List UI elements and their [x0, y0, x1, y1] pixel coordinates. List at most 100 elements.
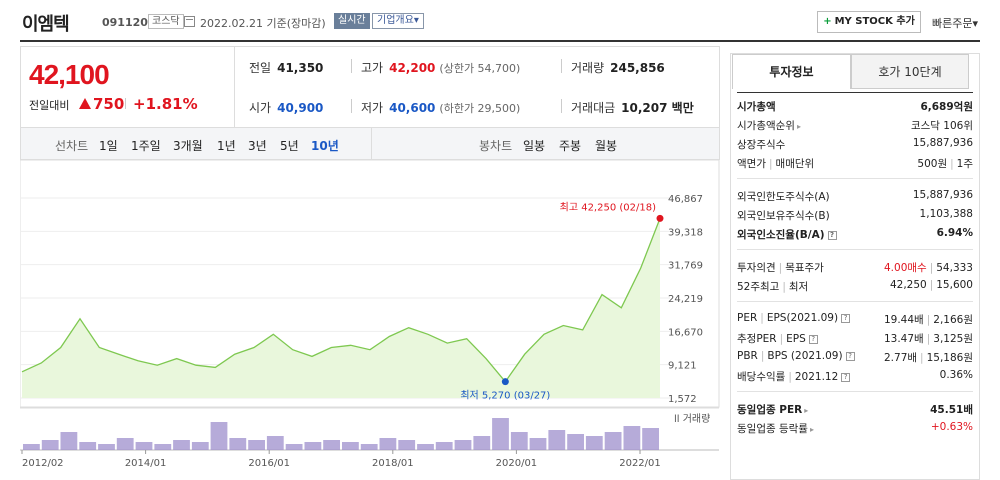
eps-value: 2,166원 [933, 314, 973, 326]
stock-header: 이엠텍 091120 코스닥 2022.02.21 기준(장마감) 실시간 기업… [20, 8, 980, 42]
tab-1y[interactable]: 1년 [217, 139, 236, 153]
volume-bar [642, 428, 659, 450]
volume-bar [266, 436, 284, 450]
target-label: 목표주가 [785, 262, 824, 274]
high-marker [656, 214, 664, 222]
volume-bar [510, 432, 528, 450]
pbr-bps-value: 2.77배 | 15,186원 [884, 350, 973, 365]
help-icon[interactable]: ? [827, 230, 837, 240]
cap-rank-value: 코스닥 106위 [910, 120, 973, 132]
volume-bar [604, 432, 622, 450]
volume-bar [41, 440, 59, 450]
face-unit-value: 500원 | 1주 [917, 156, 973, 171]
quick-order-dropdown[interactable]: 빠른주문▾ [932, 15, 978, 31]
bps-value: 15,186원 [926, 352, 973, 364]
volume-bar [435, 442, 453, 450]
volume-bar [135, 442, 153, 450]
pbr-value: 2.77배 [884, 352, 918, 364]
tab-10y[interactable]: 10년 [311, 139, 339, 153]
help-icon[interactable]: ? [808, 334, 818, 344]
market-cap-label: 시가총액 [737, 101, 776, 113]
cap-rank-label-text: 시가총액순위 [737, 120, 795, 132]
divider: | [788, 371, 792, 383]
opinion-value: 4.00매수 [884, 262, 927, 274]
tab-monthly[interactable]: 월봉 [595, 139, 618, 153]
chart-period-tabs: 선차트 1일 1주일 3개월 1년 3년 5년 10년 봉차트 일봉 주봉 월봉 [20, 128, 720, 160]
tab-investment-info[interactable]: 투자정보 [732, 54, 851, 89]
tab-3y[interactable]: 3년 [248, 139, 267, 153]
volume-bar [154, 444, 172, 450]
divider [351, 99, 352, 113]
week52-label: 52주최고 | 최저 [737, 279, 808, 294]
info-row: 동일업종 PER ▸ 45.51배 [737, 398, 973, 417]
opinion-label: 투자의견 [737, 262, 776, 274]
help-icon[interactable]: ? [841, 372, 851, 382]
volume-bar [548, 430, 566, 450]
quote-row: 전일 41,350 고가 42,200 (상한가 54,700) 거래량 245,856 [235, 47, 721, 87]
current-price: 42,100 [29, 59, 110, 90]
info-rows: 시가총액 6,689억원 시가총액순위 ▸ 코스닥 106위 상장주식수 15,887,… [737, 92, 973, 436]
week52-high-label: 52주최고 [737, 281, 780, 293]
y-tick-label: 1,572 [668, 394, 697, 405]
divider: | [950, 158, 954, 170]
tab-weekly[interactable]: 주봉 [559, 139, 582, 153]
est-eps-value: 3,125원 [933, 333, 973, 345]
help-icon[interactable]: ? [845, 351, 855, 361]
face-value: 500원 [917, 158, 948, 170]
divider: | [926, 333, 931, 345]
info-row: 액면가 | 매매단위 500원 | 1주 [737, 152, 973, 171]
prev-close: 전일 41,350 [249, 59, 323, 76]
industry-rate-label-text: 동일업종 등락률 [737, 423, 808, 435]
chevron-down-icon: ▾ [972, 17, 979, 30]
industry-per-label[interactable]: 동일업종 PER ▸ [737, 402, 808, 417]
chart-frame [20, 160, 720, 408]
industry-rate-label[interactable]: 동일업종 등락률 ▸ [737, 421, 814, 436]
opinion-target-value: 4.00매수 | 54,333 [884, 260, 973, 275]
est-per-value: 13.47배 [883, 333, 924, 345]
chevron-right-icon: ▸ [809, 425, 814, 434]
tab-daily[interactable]: 일봉 [523, 139, 546, 153]
est-per-eps-value: 13.47배 | 3,125원 [884, 331, 973, 346]
volume-bar [285, 444, 303, 450]
volume-bar [304, 442, 322, 450]
realtime-button[interactable]: 실시간 [334, 13, 370, 29]
quote-row: 시가 40,900 저가 40,600 (하한가 29,500) 거래대금 10,207… [235, 87, 721, 127]
volume-bar [229, 438, 247, 450]
volume-bar [248, 440, 265, 450]
trade-unit-value: 1주 [956, 158, 973, 170]
my-stock-add-button[interactable]: + MY STOCK 추가 [817, 11, 921, 33]
volume-bar [98, 444, 115, 450]
candle-chart-label: 봉차트 [479, 139, 513, 153]
help-icon[interactable]: ? [841, 313, 851, 323]
trade-value: 거래대금 10,207 백만 [571, 99, 694, 116]
volume-label: ll 거래량 [674, 413, 710, 425]
opinion-target-label: 투자의견 | 목표주가 [737, 260, 824, 275]
est-per-label: 추정PER [737, 333, 777, 345]
divider [561, 99, 562, 113]
divider: | [778, 262, 783, 274]
tab-3m[interactable]: 3개월 [173, 139, 203, 153]
cap-rank-label[interactable]: 시가총액순위 ▸ [737, 118, 801, 133]
dividend-value: 0.36% [939, 369, 973, 381]
divider [561, 59, 562, 73]
info-group: PER | EPS(2021.09)? 19.44배 | 2,166원 추정PER | EPS… [737, 301, 973, 384]
chevron-right-icon: ▸ [796, 122, 801, 131]
per-eps-label: PER | EPS(2021.09)? [737, 312, 851, 324]
divider [351, 59, 352, 73]
volume-bar [191, 442, 209, 450]
shares-label: 상장주식수 [737, 139, 786, 151]
info-row: 상장주식수 15,887,936 [737, 133, 973, 152]
tab-orderbook-10[interactable]: 호가 10단계 [851, 54, 969, 89]
tab-5y[interactable]: 5년 [280, 139, 299, 153]
volume-bar [360, 444, 378, 450]
prev-close-value: 41,350 [277, 61, 324, 75]
y-tick-label: 24,219 [668, 294, 703, 305]
tab-1w[interactable]: 1주일 [131, 139, 161, 153]
volume: 거래량 245,856 [571, 59, 665, 76]
company-overview-dropdown[interactable]: 기업개요▾ [372, 13, 424, 29]
volume-bar [60, 432, 78, 450]
upper-limit: (상한가 54,700) [439, 62, 521, 75]
tab-1d[interactable]: 1일 [99, 139, 118, 153]
quote-date: 2022.02.21 기준(장마감) [200, 17, 326, 30]
price-chart[interactable]: 46,867 39,318 31,769 24,219 16,670 9,121 1,572… [20, 160, 720, 480]
